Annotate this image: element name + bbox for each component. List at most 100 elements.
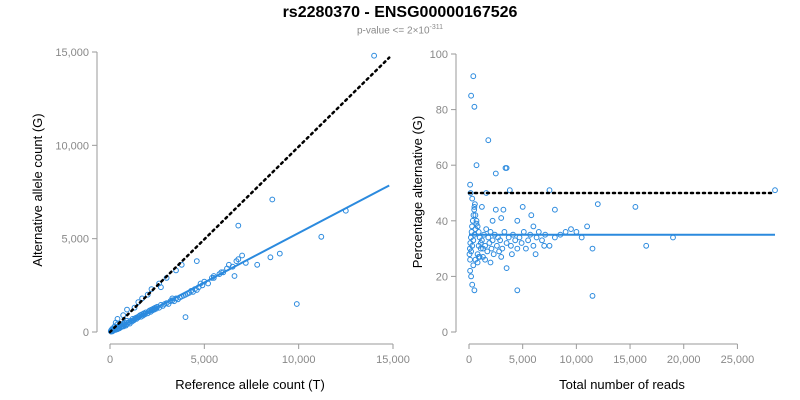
- right-data-point: [530, 242, 537, 249]
- right-data-point: [506, 187, 513, 194]
- right-data-point: [492, 170, 499, 177]
- left-panel: 0 5,000 10,000 15,000 0 5,000 10,000 15,000 Refe…: [30, 47, 410, 392]
- right-data-point: [578, 234, 585, 241]
- right-x-axis-label: Total number of reads: [559, 377, 685, 392]
- left-x-tick-label: 10,000: [282, 354, 316, 366]
- left-y-tick-label: 5,000: [61, 234, 89, 246]
- right-data-point: [528, 212, 535, 219]
- right-x-tick-label: 15,000: [613, 354, 647, 366]
- right-data-point: [471, 103, 478, 110]
- right-x-tick-label: 20,000: [667, 354, 701, 366]
- right-data-point: [487, 259, 494, 266]
- right-data-point: [503, 240, 510, 246]
- right-x-tick-label: 25,000: [721, 354, 755, 366]
- right-data-point: [489, 237, 496, 244]
- right-data-point: [514, 245, 521, 252]
- right-data-point: [503, 165, 510, 171]
- right-data-point: [471, 287, 478, 294]
- left-data-point: [276, 250, 283, 257]
- subtitle-exponent: -311: [429, 24, 444, 31]
- right-data-point: [471, 206, 478, 213]
- right-data-point: [469, 281, 476, 288]
- left-y-tick-label: 15,000: [55, 47, 89, 59]
- right-data-point: [568, 226, 574, 233]
- right-data-point: [473, 217, 480, 224]
- left-x-tick-label: 15,000: [376, 354, 410, 366]
- right-data-point: [472, 201, 478, 208]
- right-data-point: [471, 204, 478, 210]
- left-y-axis-label: Alternative allele count (G): [30, 113, 45, 266]
- right-data-point: [552, 234, 558, 241]
- left-y-tick-label: 0: [83, 327, 89, 339]
- left-data-point: [144, 291, 151, 298]
- right-data-point: [469, 195, 476, 202]
- left-data-point: [318, 233, 325, 240]
- right-data-point: [484, 248, 491, 255]
- right-data-point: [473, 220, 480, 227]
- subtitle-base: 10: [418, 25, 430, 37]
- right-data-point: [594, 201, 601, 208]
- right-data-point: [488, 245, 495, 252]
- right-data-point: [475, 254, 482, 260]
- right-data-point: [670, 234, 676, 241]
- left-data-point: [293, 301, 300, 307]
- left-data-point: [267, 254, 274, 261]
- right-data-point: [467, 267, 474, 274]
- right-data-point: [508, 242, 514, 249]
- right-data-point: [533, 234, 540, 241]
- right-data-point: [501, 229, 508, 235]
- right-data-point: [486, 240, 493, 246]
- subtitle-times: ×: [412, 25, 419, 37]
- right-data-point: [494, 242, 500, 249]
- right-data-point: [497, 237, 504, 244]
- right-data-point: [498, 254, 505, 260]
- right-data-point: [589, 293, 596, 299]
- left-data-point: [269, 196, 276, 203]
- left-data-point: [235, 256, 242, 263]
- right-data-point: [589, 245, 596, 252]
- right-data-point: [632, 204, 639, 210]
- right-data-point: [519, 204, 526, 210]
- left-y-tick-label: 10,000: [55, 140, 89, 152]
- right-data-point: [473, 162, 480, 169]
- left-data-point: [231, 273, 238, 279]
- right-data-point: [516, 234, 523, 241]
- right-data-point: [509, 251, 515, 258]
- left-data-point: [131, 304, 138, 311]
- right-data-point: [482, 256, 489, 263]
- right-data-point: [584, 223, 590, 230]
- right-data-point: [500, 206, 507, 213]
- left-data-point: [239, 252, 246, 259]
- right-data-point: [469, 242, 476, 249]
- left-data-point: [120, 312, 127, 319]
- right-data-point: [470, 73, 477, 80]
- left-x-tick-label: 5,000: [191, 354, 219, 366]
- right-data-point: [479, 237, 485, 244]
- right-data-point: [772, 187, 778, 194]
- right-data-point: [467, 256, 474, 263]
- right-data-point: [485, 137, 492, 144]
- right-data-point: [474, 259, 481, 266]
- right-y-tick-label: 60: [436, 160, 448, 172]
- left-data-point: [235, 222, 242, 229]
- left-fit-line: [109, 184, 390, 333]
- right-data-point: [472, 212, 479, 219]
- chart-subtitle: p-value <= 2×10-311: [0, 24, 800, 36]
- right-y-tick-label: 0: [442, 327, 448, 339]
- left-data-point: [254, 261, 261, 268]
- right-data-point: [482, 242, 489, 249]
- right-data-point: [541, 242, 548, 249]
- right-data-point: [479, 204, 485, 210]
- right-data-point: [499, 245, 506, 252]
- left-x-tick-label: 0: [107, 354, 113, 366]
- right-y-tick-label: 20: [436, 271, 448, 283]
- right-data-point: [514, 287, 521, 294]
- right-data-point: [503, 265, 510, 272]
- right-data-point: [520, 229, 527, 235]
- right-data-point: [468, 248, 475, 255]
- right-data-point: [472, 226, 479, 233]
- right-data-point: [496, 248, 503, 255]
- left-data-point: [182, 314, 189, 321]
- left-data-point: [124, 306, 130, 313]
- right-data-point: [530, 223, 537, 230]
